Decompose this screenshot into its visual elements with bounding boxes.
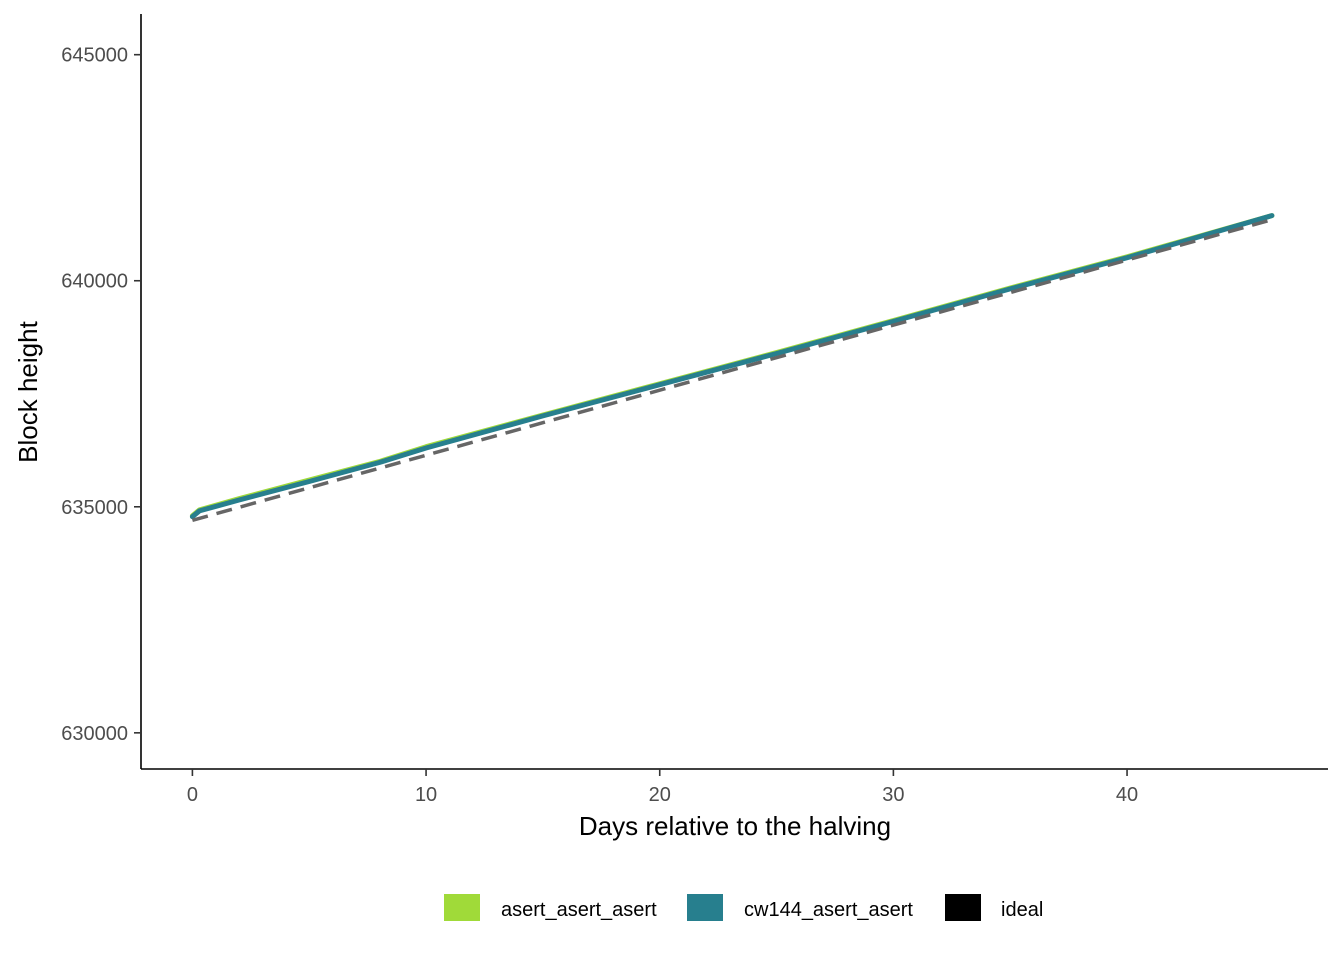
legend-label: cw144_asert_asert (744, 899, 913, 921)
legend-label: ideal (1001, 899, 1043, 921)
x-tick-label: 20 (649, 784, 671, 806)
x-axis-label: Days relative to the halving (579, 811, 891, 841)
x-tick-label: 40 (1116, 784, 1138, 806)
x-tick-label: 0 (187, 784, 198, 806)
x-tick-label: 10 (415, 784, 437, 806)
y-axis-label: Block height (13, 320, 43, 462)
legend: asert_asert_asert cw144_asert_asert ideal (444, 894, 1043, 921)
legend-label: asert_asert_asert (501, 899, 657, 921)
series-layer (189, 213, 1275, 522)
x-axis-ticks: 0 10 20 30 40 (187, 769, 1138, 806)
series-line-cw144-asert-asert (189, 213, 1275, 520)
legend-key-cw144-asert-asert (687, 894, 723, 921)
series-line-ideal (191, 218, 1273, 522)
y-axis-ticks: 630000 635000 640000 645000 (61, 45, 141, 745)
y-tick-label: 640000 (61, 271, 128, 293)
legend-key-ideal (945, 894, 981, 921)
y-tick-label: 645000 (61, 45, 128, 67)
y-tick-label: 635000 (61, 497, 128, 519)
y-tick-label: 630000 (61, 723, 128, 745)
x-tick-label: 30 (882, 784, 904, 806)
legend-key-asert-asert-asert (444, 894, 480, 921)
